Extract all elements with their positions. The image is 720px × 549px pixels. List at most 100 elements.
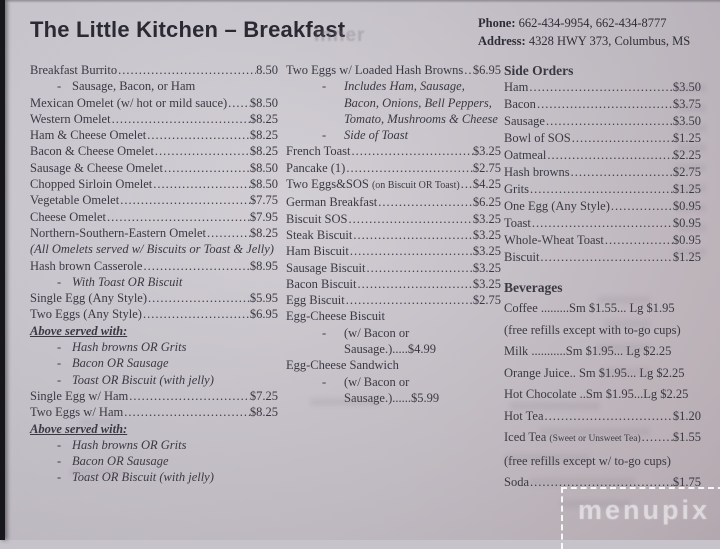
item-name: Ham [504,80,529,94]
subitem-text: Side of Toast [344,128,409,143]
menu-item-row: Two Eggs (Any Style)....................… [30,306,278,322]
menu-item-row: Two Eggs w/ Ham.........................… [30,404,278,420]
menu-item-row: Pancake (1).............................… [286,160,501,176]
dotted-leader: ........................................… [544,408,673,423]
dotted-leader: ........................................… [460,177,473,192]
dash-bullet: - [57,437,62,452]
item-name: Toast [504,216,531,230]
subitem-text: Sausage, Bacon, or Ham [72,79,196,94]
item-price: $6.25 [472,195,501,210]
menu-line-row: (free refills except with to-go cups) [504,322,701,339]
dotted-leader: ........................................… [531,216,673,230]
dotted-leader: ........................................… [530,475,673,489]
menu-item-row: Two Eggs&SOS (on Biscuit OR Toast)......… [286,176,501,194]
menu-item-row: Ham Biscuit.............................… [286,243,501,259]
dash-bullet: - [322,79,327,94]
item-price: $7.75 [249,193,278,208]
item-price: $8.50 [249,177,278,192]
item-name: Two Eggs&SOS (on Biscuit OR Toast) [286,177,460,192]
dotted-leader: ........................................… [357,276,473,291]
menu-section-row: Beverages [504,279,701,296]
menu-item-row: Hash browns.............................… [504,164,701,181]
menu-underline-row: Above served with: [30,421,278,437]
menu-item-row: Ham.....................................… [504,79,701,96]
item-price: $2.75 [472,160,501,175]
item-name: Iced Tea (Sweet or Unsweet Tea) [504,430,641,444]
item-name: Ham & Cheese Omelet [30,128,147,143]
subitem-text: With Toast OR Biscuit [72,274,183,289]
item-price: $6.95 [249,307,278,322]
item-price: $0.95 [672,216,701,230]
menu-item-row: Sausage & Cheese Omelet.................… [30,160,278,176]
item-price: $8.25 [249,144,278,159]
item-price: $1.75 [672,475,701,489]
dash-bullet: - [322,325,327,340]
item-price: $8.25 [249,405,278,420]
item-name: Cheese Omelet [30,209,107,224]
item-price: $8.25 [249,111,278,126]
dotted-leader: ........................................… [604,233,673,247]
item-small-note: (on Biscuit OR Toast) [371,180,460,192]
item-price: $3.25 [472,244,501,259]
dotted-leader: ........................................… [153,177,250,192]
subitem-text: Hash browns OR Grits [72,340,187,355]
item-name: Hash browns [504,165,570,179]
photo-top-shadow [0,0,720,3]
item-name: Pancake (1) [286,160,346,175]
menu-item-row: Toast...................................… [504,215,701,232]
dash-bullet: - [322,374,327,389]
menu-item-row: Bacon & Cheese Omelet...................… [30,143,278,159]
dotted-leader: ........................................… [163,160,250,175]
menu-item-row: Bowl of SOS.............................… [504,130,701,147]
menu-item-row: Whole-Wheat Toast.......................… [504,232,701,249]
menu-item-row: Single Egg w/ Ham.......................… [30,388,278,404]
menu-item-row: Breakfast Burrito.......................… [30,62,278,78]
item-name: Bacon Biscuit [286,276,357,291]
contact-phone-line: Phone: 662-434-9954, 662-434-8777 [478,14,708,32]
contact-address-line: Address: 4328 HWY 373, Columbus, MS [478,32,708,50]
menu-item-row: Oatmeal.................................… [504,147,701,164]
item-price: $0.95 [672,199,701,213]
item-name: Bowl of SOS [504,131,571,145]
bleed-through-ghost-text: inner [314,25,366,46]
line-text: (free refills except with to-go cups) [504,322,681,337]
dotted-leader: ..... [392,342,408,357]
menu-subitem-row: - Sausage, Bacon, or Ham [30,78,278,94]
menu-subitem-row: - Bacon OR Sausage [30,355,278,371]
item-price: $1.25 [672,182,701,196]
menu-item-row: Sausage.................................… [504,113,701,130]
menu-item-row: Two Eggs w/ Loaded Hash Browns..........… [286,62,501,78]
menu-item-row: Chopped Sirloin Omelet..................… [30,176,278,192]
dash-bullet: - [57,79,62,94]
item-name: Northern-Southern-Eastern Omelet [30,225,206,240]
item-name: Sausage [504,114,545,128]
menu-line-row: Milk ...........Sm $1.95... Lg $2.25 [504,343,701,360]
menu-item-row: One Egg (Any Style).....................… [504,198,701,215]
item-name: Egg Biscuit [286,293,345,308]
item-name: Two Eggs (Any Style) [30,307,142,322]
dash-bullet: - [57,470,62,485]
item-name: Chopped Sirloin Omelet [30,177,153,192]
menu-line-row: Coffee .........Sm $1.55... Lg $1.95 [504,300,701,317]
item-name: Single Egg (Any Style) [30,291,148,306]
dotted-leader: ........................................… [536,97,673,111]
dash-bullet: - [57,340,62,355]
item-price: $0.95 [672,233,701,247]
item-price: $5.95 [249,291,278,306]
item-name: Single Egg w/ Ham [30,388,129,403]
dotted-leader: ........................................… [464,63,473,77]
item-name: Western Omelet [30,111,111,126]
dotted-leader: ........................................… [353,227,473,242]
note-text: (All Omelets served w/ Biscuits or Toast… [30,242,274,257]
dotted-leader: ........................................… [349,244,473,259]
item-price: $1.25 [672,131,701,145]
item-price: 8.50 [256,63,278,77]
underline-text: Above served with: [30,323,128,338]
item-name: Soda [504,475,529,489]
page-title: The Little Kitchen – Breakfast [30,17,346,42]
item-price: $2.25 [672,148,701,162]
subitem-text: (w/ Bacon or Sausage.) [344,325,410,357]
dotted-leader: ........................................… [154,144,250,159]
phone-value: 662-434-9954, 662-434-8777 [518,16,667,30]
menu-item-row: Ham & Cheese Omelet.....................… [30,127,278,143]
